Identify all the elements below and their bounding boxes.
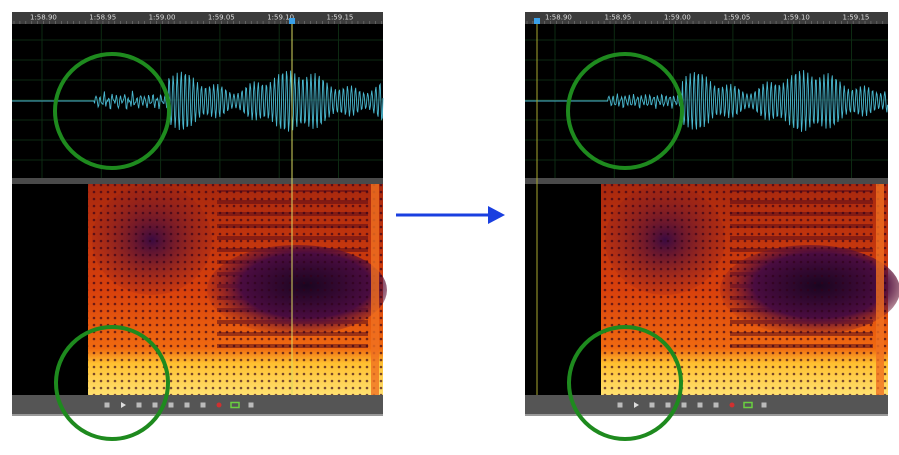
loop-button[interactable]	[230, 401, 240, 409]
highlight-circle	[53, 52, 171, 170]
spectrogram-dots	[88, 184, 383, 395]
ruler-label: 1:58.95	[89, 14, 116, 22]
ruler-label: 1:59.00	[149, 14, 176, 22]
ruler-label: 1:59.00	[664, 14, 691, 22]
stop-button[interactable]	[104, 402, 110, 408]
spectrogram-edge	[371, 184, 379, 395]
record-button[interactable]	[729, 402, 735, 408]
play-button[interactable]	[634, 402, 639, 408]
end-button[interactable]	[200, 402, 206, 408]
playhead-handle[interactable]	[289, 18, 295, 24]
editor-panel: 1:58.90 1:58.95 1:59.00 1:59.05 1:59.10 1:59.…	[12, 12, 387, 441]
forward-button[interactable]	[697, 402, 703, 408]
ruler-label: 1:58.90	[30, 14, 57, 22]
skip-button[interactable]	[248, 402, 254, 408]
view-divider	[525, 178, 888, 184]
ruler-label: 1:59.05	[208, 14, 235, 22]
ruler-label: 1:59.15	[327, 14, 354, 22]
ruler-label: 1:59.10	[267, 14, 294, 22]
playhead-handle[interactable]	[534, 18, 540, 24]
waveform-view	[12, 24, 383, 179]
waveform	[12, 70, 384, 132]
skip-button[interactable]	[761, 402, 767, 408]
panels: 1:58.90 1:58.95 1:59.00 1:59.05 1:59.10 1:59.…	[12, 12, 899, 441]
forward-button[interactable]	[184, 402, 190, 408]
editor-panel: 1:58.90 1:58.95 1:59.00 1:59.05 1:59.10 1:59.…	[525, 12, 899, 441]
rewind-button[interactable]	[168, 402, 174, 408]
ruler-label: 1:59.10	[783, 14, 810, 22]
ruler-label: 1:58.90	[545, 14, 572, 22]
spectrogram-edge	[876, 184, 884, 395]
loop-button[interactable]	[743, 401, 753, 409]
arrow-head	[488, 206, 505, 224]
play-button[interactable]	[121, 402, 126, 408]
transport-bar	[525, 395, 888, 415]
highlight-circle	[54, 325, 170, 441]
pause-button[interactable]	[649, 402, 655, 408]
record-button[interactable]	[216, 402, 222, 408]
highlight-circle	[567, 325, 683, 441]
time-ruler	[525, 12, 888, 24]
waveform	[525, 70, 889, 132]
transport-bar	[12, 395, 383, 415]
ruler-label: 1:58.95	[605, 14, 632, 22]
spectrogram-dots	[601, 184, 888, 395]
ruler-label: 1:59.05	[724, 14, 751, 22]
end-button[interactable]	[713, 402, 719, 408]
highlight-circle	[566, 52, 684, 170]
stop-button[interactable]	[617, 402, 623, 408]
ruler-label: 1:59.15	[843, 14, 870, 22]
rewind-button[interactable]	[681, 402, 687, 408]
start-button[interactable]	[665, 402, 671, 408]
start-button[interactable]	[152, 402, 158, 408]
transport-edge	[12, 414, 383, 416]
view-divider	[12, 178, 383, 184]
transport-edge	[525, 414, 888, 416]
pause-button[interactable]	[136, 402, 142, 408]
